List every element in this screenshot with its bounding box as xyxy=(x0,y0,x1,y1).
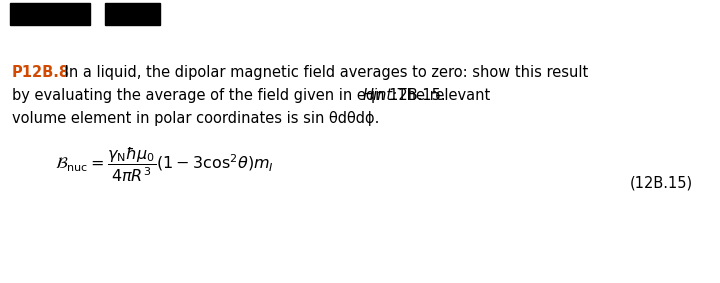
Bar xyxy=(105,3,160,25)
Bar xyxy=(10,3,90,25)
Text: (12B.15): (12B.15) xyxy=(630,175,693,190)
Text: Hint:: Hint: xyxy=(363,88,398,103)
Text: volume element in polar coordinates is sin θdθdϕ.: volume element in polar coordinates is s… xyxy=(12,111,379,126)
Text: $\mathcal{B}_{\rm nuc} = \dfrac{\gamma_{\rm N}\hbar\mu_0}{4\pi R^3}(1-3\cos^2\!\: $\mathcal{B}_{\rm nuc} = \dfrac{\gamma_{… xyxy=(55,146,274,184)
Text: by evaluating the average of the field given in eqn 12B.15.: by evaluating the average of the field g… xyxy=(12,88,450,103)
Text: In a liquid, the dipolar magnetic field averages to zero: show this result: In a liquid, the dipolar magnetic field … xyxy=(60,65,588,80)
Text: P12B.8: P12B.8 xyxy=(12,65,70,80)
Text: The relevant: The relevant xyxy=(393,88,490,103)
